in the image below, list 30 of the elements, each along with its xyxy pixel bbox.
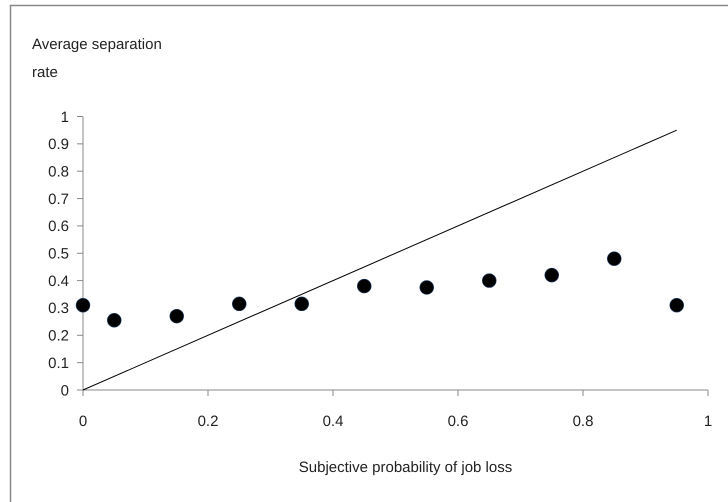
x-tick-label: 0.4 <box>322 413 344 430</box>
point <box>170 308 184 324</box>
point <box>76 298 90 312</box>
y-tick-label: 0.7 <box>48 190 69 208</box>
x-tick-label: 0.6 <box>448 413 468 430</box>
point <box>420 280 434 295</box>
x-tick-label: 1 <box>704 413 712 430</box>
y-tick-label: 0.3 <box>48 300 69 318</box>
point <box>670 298 684 312</box>
x-tick-label: 0.2 <box>198 413 218 430</box>
y-tick-label: 0.6 <box>48 218 69 236</box>
point <box>107 313 122 328</box>
point <box>357 278 372 294</box>
point <box>482 273 496 288</box>
y-axis-title: Average separation rate <box>32 36 162 81</box>
x-tick-label: 0.8 <box>572 413 594 430</box>
point <box>294 296 309 312</box>
y-tick-label: 0.5 <box>48 246 69 262</box>
y-tick-label: 0.1 <box>48 354 69 372</box>
y-tick-label: 0.8 <box>48 163 69 180</box>
x-tick-label: 0 <box>78 413 88 430</box>
y-tick-label: 0.4 <box>48 272 69 290</box>
y-tick-label: 1 <box>60 108 69 126</box>
point <box>607 252 622 266</box>
point <box>232 296 246 312</box>
x-axis-title: Subjective probability of job loss <box>298 459 512 476</box>
y-tick-label: 0.2 <box>48 328 69 345</box>
y-tick-label: 0.9 <box>48 136 69 154</box>
point <box>544 268 559 282</box>
y-tick-label: 0 <box>60 382 69 400</box>
